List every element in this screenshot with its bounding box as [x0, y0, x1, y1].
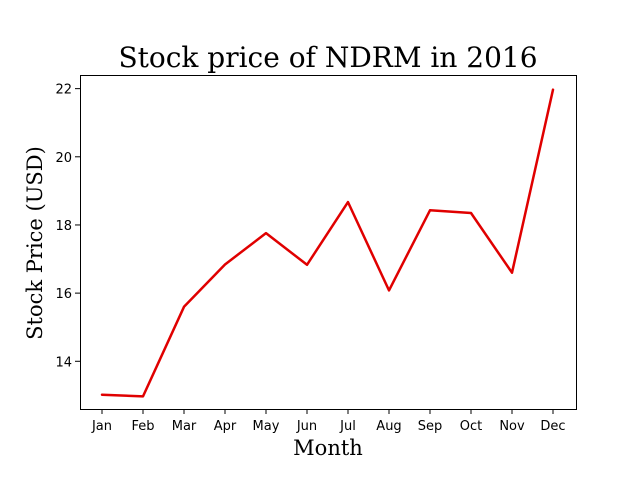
x-tick-label: Sep: [418, 419, 443, 434]
plot-frame: [80, 75, 577, 410]
x-tick-label: May: [253, 419, 280, 434]
x-tick-label: Jan: [91, 419, 112, 434]
series-group: [100, 88, 555, 398]
x-tick-label: Nov: [499, 419, 525, 434]
y-tick-label: 20: [55, 151, 72, 166]
x-tick-label: Dec: [540, 419, 565, 434]
chart-title: Stock price of NDRM in 2016: [118, 41, 537, 74]
y-tick-label: 14: [55, 355, 72, 370]
y-axis: 14 16 18 20 22: [55, 83, 80, 370]
x-axis: Jan Feb Mar Apr May Jun Jul Aug Sep Oct Nov Dec: [91, 409, 566, 434]
series-line: [100, 88, 555, 398]
x-tick-label: Oct: [460, 419, 482, 434]
x-tick-label: Apr: [214, 419, 237, 434]
x-tick-label: Jul: [339, 419, 356, 434]
x-tick-label: Jun: [296, 419, 317, 434]
x-tick-label: Mar: [172, 419, 197, 434]
x-tick-label: Aug: [376, 419, 401, 434]
y-axis-label: Stock Price (USD): [23, 146, 47, 340]
y-tick-label: 16: [55, 287, 72, 302]
x-axis-label: Month: [293, 436, 363, 460]
x-tick-label: Feb: [131, 419, 154, 434]
y-tick-label: 18: [55, 219, 72, 234]
y-tick-label: 22: [55, 83, 72, 98]
